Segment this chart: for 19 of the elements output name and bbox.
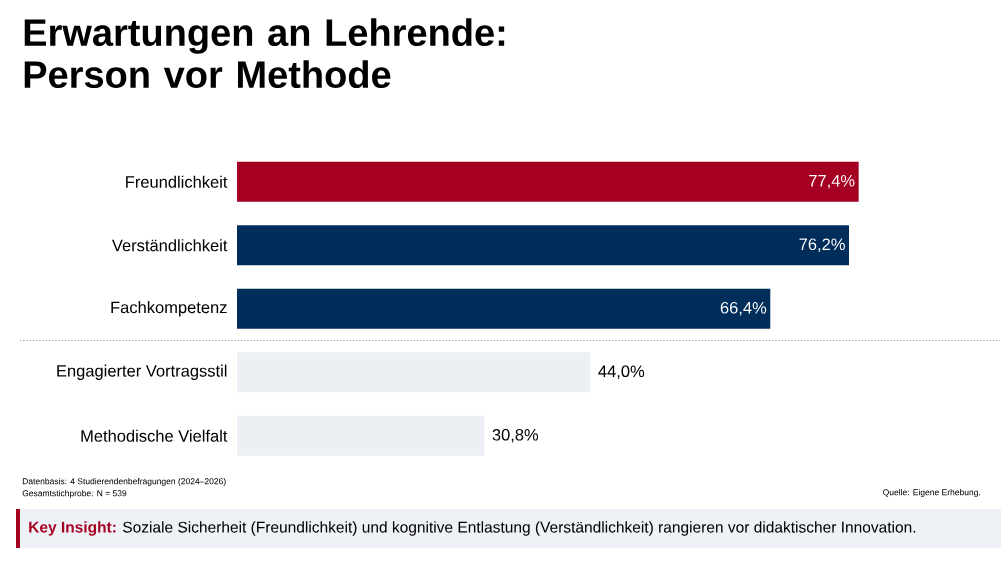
data-label: 66,4% xyxy=(720,301,767,316)
bar xyxy=(237,288,771,329)
text: Datenbasis: 4 Studierendenbefragungen (2024–2026) xyxy=(22,478,226,486)
y-tick-label: Methodische Vielfalt xyxy=(81,429,228,442)
source-note: Quelle: Eigene Erhebung. xyxy=(883,489,981,497)
data-label: 44,0% xyxy=(598,365,645,380)
y-tick-label: Fachkompetenz xyxy=(111,301,227,317)
chart-title: Erwartungen an Lehrende: Person vor Methode xyxy=(24,18,505,89)
y-tick-label: Freundlichkeit xyxy=(126,175,228,188)
bar xyxy=(237,225,849,266)
data-label: 77,4% xyxy=(809,174,855,189)
text: Gesamtstichprobe: N = 539 xyxy=(22,490,127,498)
y-tick-label: Engagierter Vortragsstil xyxy=(57,364,227,380)
y-tick-label: Verständlichkeit xyxy=(111,239,228,252)
data-label: 30,8% xyxy=(492,428,539,443)
text: Key Insight: xyxy=(29,521,116,536)
data-label: 76,2% xyxy=(799,238,845,253)
text: Soziale Sicherheit (Freundlichkeit) und kognitive Entlastung (Verständlichkeit) rangieren vor didaktischer Innovation. xyxy=(123,521,916,536)
bar xyxy=(237,161,859,202)
